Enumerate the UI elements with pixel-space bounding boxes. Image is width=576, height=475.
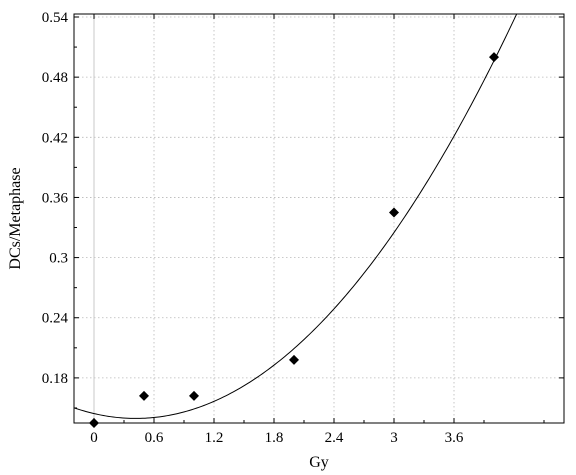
data-point [389,207,399,218]
y-tick-label: 0.42 [42,130,68,146]
data-point [289,354,299,365]
y-tick-label: 0.54 [42,10,69,26]
x-tick-label: 0 [90,430,98,446]
x-tick-label: 3 [390,430,398,446]
y-tick-label: 0.48 [42,70,68,86]
data-point [139,390,149,401]
y-tick-label: 0.3 [49,251,68,267]
x-axis-title: Gy [309,454,329,471]
fit-curve [74,14,518,419]
data-point [189,390,199,401]
x-tick-label: 2.4 [325,430,344,446]
y-tick-labels: 0.18 0.24 0.3 0.36 0.42 0.48 0.54 [42,10,69,387]
data-point [489,52,499,63]
axis-ticks [74,14,564,423]
y-tick-label: 0.18 [42,371,68,387]
x-tick-labels: 0 0.6 1.2 1.8 2.4 3 3.6 [90,430,464,446]
x-tick-label: 1.8 [265,430,284,446]
x-tick-label: 1.2 [205,430,224,446]
y-tick-label: 0.24 [42,311,69,327]
x-tick-label: 0.6 [145,430,164,446]
y-tick-label: 0.36 [42,190,69,206]
plot-frame [73,13,565,424]
y-axis-title: DCs/Metaphase [7,167,24,269]
data-points [89,52,499,428]
x-tick-label: 3.6 [445,430,464,446]
grid [74,14,564,423]
